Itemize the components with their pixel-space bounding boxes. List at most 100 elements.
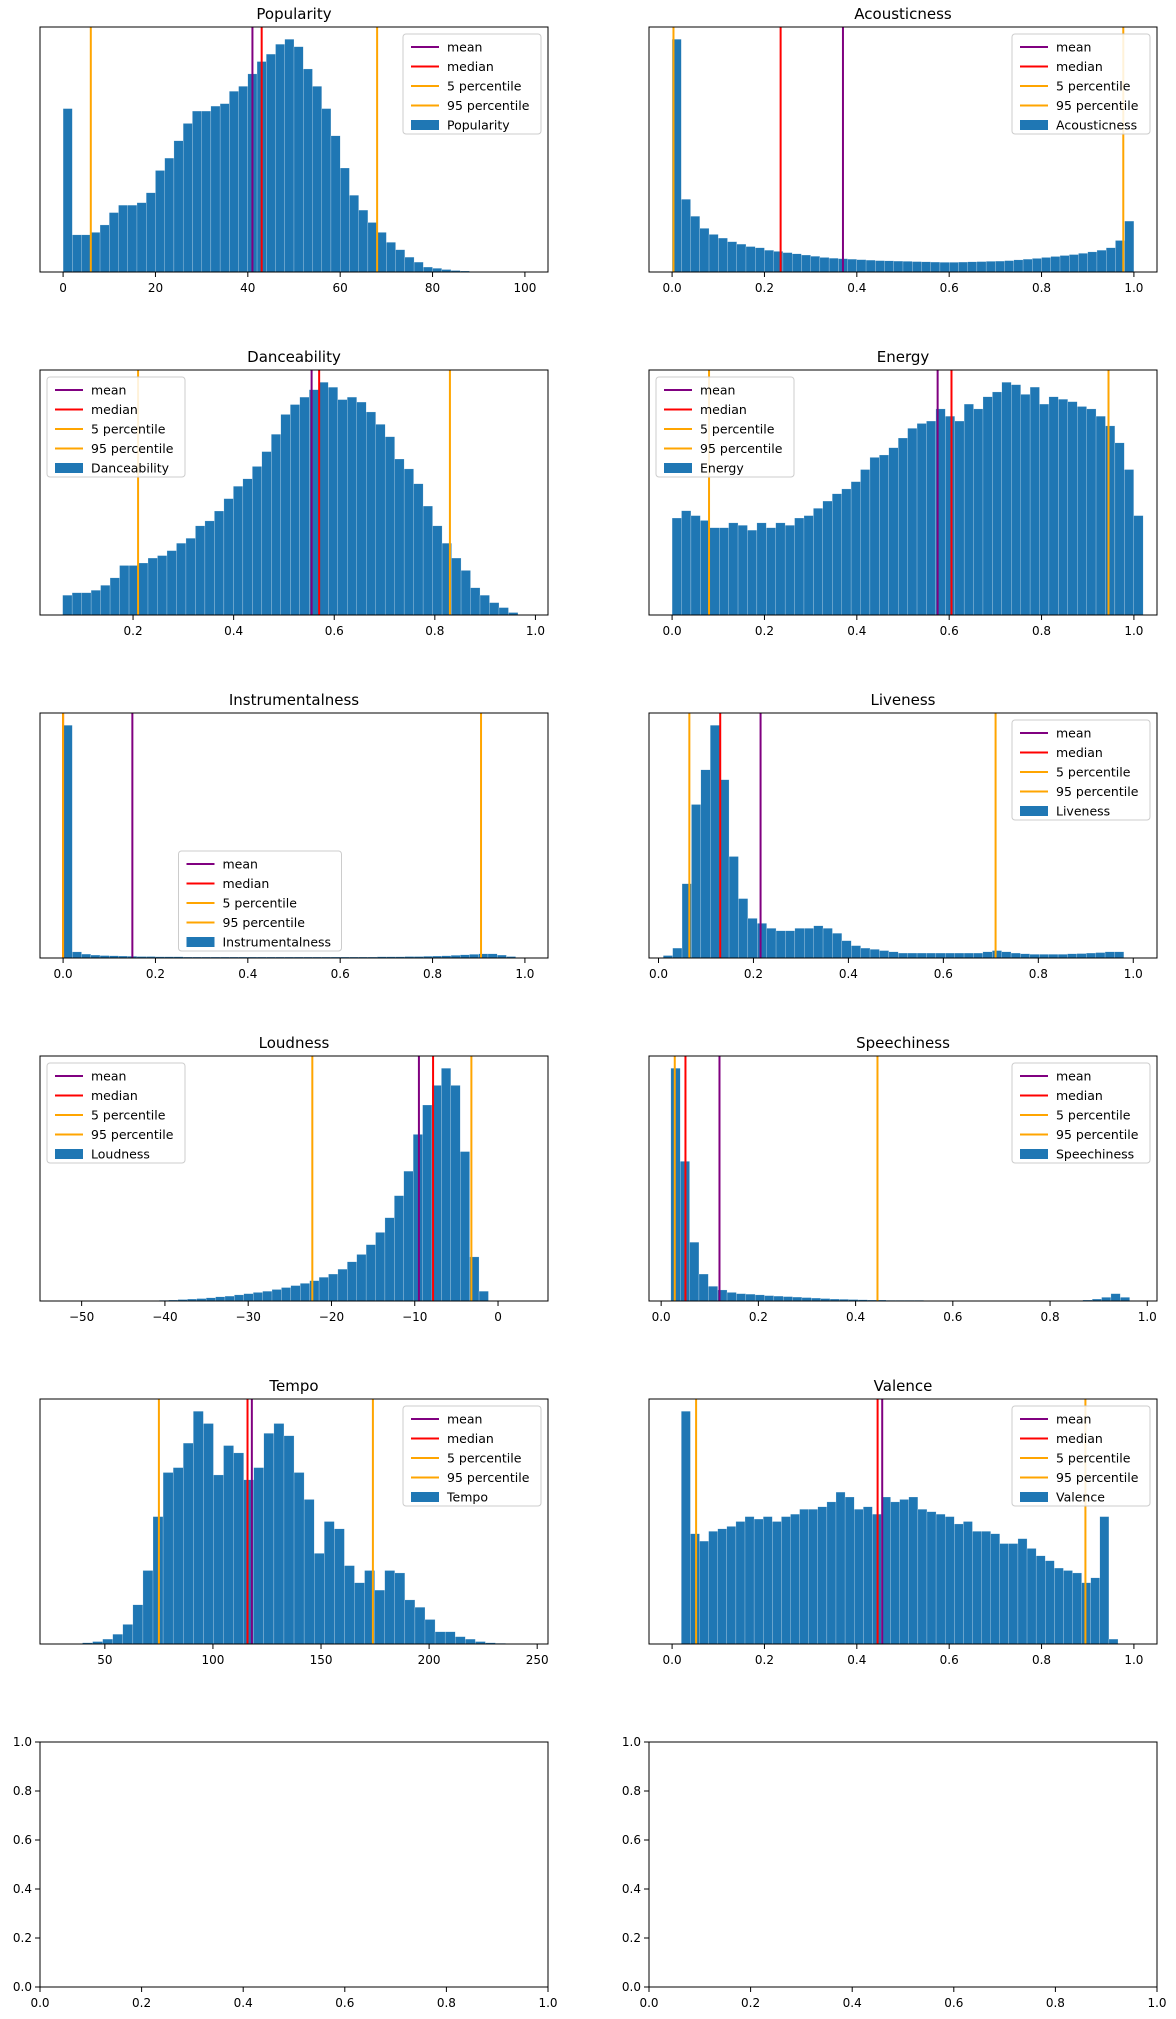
histogram-bar xyxy=(1020,953,1031,959)
histogram-bar xyxy=(109,212,119,273)
histogram-bar xyxy=(727,241,737,273)
legend-label: 5 percentile xyxy=(91,422,166,437)
histogram-bar xyxy=(337,399,348,616)
histogram-bar xyxy=(698,1273,709,1302)
panel-instrumentalness: 0.0 0.2 0.4 0.6 0.8 1.0Instrumentalnessmeanme… xyxy=(39,691,549,981)
histogram-bar xyxy=(794,928,805,959)
histogram-bar xyxy=(917,1509,928,1645)
y-tick-label: 0.6 xyxy=(13,1833,32,1847)
histogram-bar xyxy=(293,46,304,273)
histogram-bar xyxy=(142,1570,154,1645)
x-tick-label: 0.0 xyxy=(663,281,682,295)
histogram-bar xyxy=(281,1287,292,1302)
histogram-bar xyxy=(756,522,767,616)
histogram-bar xyxy=(1050,256,1061,273)
legend-label: Tempo xyxy=(446,1490,488,1505)
histogram-bar xyxy=(783,1296,793,1302)
legend-label: 95 percentile xyxy=(447,1470,530,1485)
histogram-bar xyxy=(1076,953,1087,959)
histogram-bar xyxy=(1020,394,1031,616)
histogram-bar xyxy=(782,252,793,273)
x-tick-label: 20 xyxy=(148,281,163,295)
legend-label: 5 percentile xyxy=(700,422,775,437)
energy-legend: mean median 5 percentile 95 percentile Energ… xyxy=(655,376,795,478)
histogram-bar xyxy=(290,1285,301,1302)
histogram-bar xyxy=(109,577,120,616)
tempo-legend: mean median 5 percentile 95 percentile Tempo xyxy=(402,1405,542,1507)
histogram-bar xyxy=(303,68,313,273)
histogram-bar xyxy=(242,478,253,616)
legend-label: 5 percentile xyxy=(1056,765,1131,780)
legend-label: mean xyxy=(1056,726,1091,741)
histogram-bar xyxy=(691,804,702,959)
histogram-bar xyxy=(847,258,857,273)
histogram-bar xyxy=(366,411,376,616)
histogram-bar xyxy=(775,930,786,959)
histogram-bar xyxy=(122,1624,134,1645)
legend-label: 5 percentile xyxy=(1056,1451,1131,1466)
histogram-bar xyxy=(963,952,974,959)
x-tick-label: 1.0 xyxy=(1147,1996,1166,2010)
x-tick-label: 0.2 xyxy=(749,1310,768,1324)
histogram-bar xyxy=(432,268,442,273)
histogram-bar xyxy=(791,253,802,273)
panel-liveness: 0.0 0.2 0.4 0.6 0.8 1.0 Liveness mean median 5 pe… xyxy=(648,691,1158,981)
histogram-bar xyxy=(1063,1570,1073,1645)
histogram-bar xyxy=(916,952,927,959)
histogram-bar xyxy=(213,1474,224,1645)
x-tick-label: 0.8 xyxy=(1046,1996,1065,2010)
histogram-bar xyxy=(214,510,225,616)
x-tick-label: 0.0 xyxy=(639,1996,658,2010)
histogram-bar xyxy=(690,515,701,616)
histogram-bar xyxy=(963,403,974,616)
histogram-bar xyxy=(794,517,805,616)
liveness-bars xyxy=(663,725,1125,959)
x-tick-label: 0.8 xyxy=(1032,624,1051,638)
histogram-bar xyxy=(71,592,82,616)
x-tick-label: 0.0 xyxy=(663,624,682,638)
liveness-title: Liveness xyxy=(871,691,936,709)
histogram-bar xyxy=(819,257,830,273)
tempo-bars xyxy=(72,1411,536,1645)
legend-label: Danceability xyxy=(91,461,170,476)
x-tick-label: 0.4 xyxy=(847,281,866,295)
histogram-bar xyxy=(1067,953,1078,959)
histogram-bar xyxy=(1029,386,1040,616)
histogram-bar xyxy=(238,86,248,273)
x-tick-label: −20 xyxy=(319,1310,344,1324)
instrumentalness-axes-frame xyxy=(39,712,549,959)
histogram-bar xyxy=(860,469,871,616)
histogram-bar xyxy=(1120,1297,1130,1302)
x-tick-label: 0.2 xyxy=(755,624,774,638)
histogram-bar xyxy=(470,587,481,616)
y-tick-label: 0.8 xyxy=(13,1784,32,1798)
histogram-bar xyxy=(314,1553,325,1645)
histogram-bar xyxy=(1048,954,1059,959)
x-tick-label: −10 xyxy=(402,1310,427,1324)
legend-frame xyxy=(402,1405,542,1507)
histogram-bar xyxy=(888,951,899,959)
histogram-bar xyxy=(354,1582,365,1645)
histogram-bar xyxy=(404,256,415,273)
histogram-bar xyxy=(81,234,91,273)
histogram-bar xyxy=(376,232,387,273)
legend-label: median xyxy=(700,402,747,417)
histogram-bar xyxy=(334,1528,345,1645)
histogram-bar xyxy=(262,1291,273,1302)
legend-label: median xyxy=(1056,745,1103,760)
histogram-bar xyxy=(985,261,996,273)
histogram-bar xyxy=(973,408,984,616)
histogram-bar xyxy=(737,525,748,616)
panel-energy: 0.0 0.2 0.4 0.6 0.8 1.0 Energy mean median 5 perc… xyxy=(648,348,1158,638)
histogram-bar xyxy=(690,216,700,273)
histogram-bar xyxy=(860,947,871,959)
histogram-bar xyxy=(1008,1543,1019,1645)
histogram-bar xyxy=(898,437,908,616)
danceability-axes-frame xyxy=(39,369,549,616)
histogram-bar xyxy=(841,940,852,959)
legend-label: median xyxy=(447,59,494,74)
histogram-bar xyxy=(1108,1638,1119,1645)
histogram-bar xyxy=(899,1499,909,1645)
histogram-bar xyxy=(790,1513,800,1645)
histogram-bar xyxy=(1072,1572,1082,1645)
